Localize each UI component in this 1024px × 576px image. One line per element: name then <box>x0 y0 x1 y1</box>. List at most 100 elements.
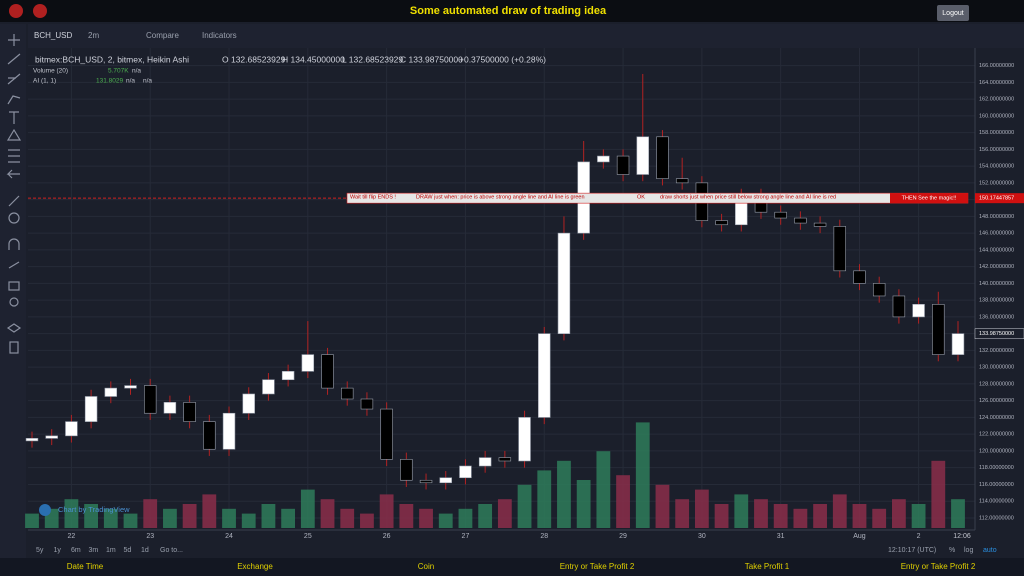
tool-pattern[interactable] <box>6 128 22 141</box>
volume-bar <box>458 508 473 528</box>
watermark[interactable]: Chart by TradingView <box>58 505 130 514</box>
tool-measure[interactable] <box>8 149 20 163</box>
candle-body <box>419 479 433 484</box>
volume-value: 5.707K <box>108 68 129 75</box>
volume-bar <box>576 480 591 528</box>
volume-na: n/a <box>132 68 141 75</box>
legend-change: +0.37500000 (+0.28%) <box>459 54 546 64</box>
interval[interactable]: 2m <box>88 31 99 40</box>
volume-bar <box>655 484 670 528</box>
candle-body <box>932 304 945 355</box>
annotation-short: draw shorts just when price still below … <box>660 194 836 200</box>
tool-layers[interactable] <box>6 323 22 333</box>
candle-body <box>262 379 275 395</box>
candle-body <box>498 457 512 462</box>
y-tick-label: 164.00000000 <box>979 80 1014 86</box>
footer-label: Coin <box>418 562 434 571</box>
tool-trash[interactable] <box>9 341 19 354</box>
tool-ruler[interactable] <box>8 195 20 207</box>
logout-button[interactable] <box>937 5 969 21</box>
range-button[interactable]: 1y <box>54 547 62 554</box>
volume-bar <box>773 504 788 528</box>
goto[interactable]: Go to... <box>160 547 183 554</box>
x-tick-label: 30 <box>698 533 706 540</box>
volume-bar <box>202 494 217 528</box>
legend-symbol: bitmex:BCH_USD, 2, bitmex, Heikin Ashi <box>35 54 189 64</box>
logout-label[interactable]: Logout <box>942 10 963 17</box>
auto-toggle[interactable]: auto <box>983 547 997 554</box>
candle-body <box>675 178 689 184</box>
tool-pen[interactable] <box>7 95 21 105</box>
volume-bar <box>813 504 827 528</box>
candle-body <box>321 354 334 389</box>
range-button[interactable]: 5y <box>36 547 44 554</box>
tool-magnet[interactable] <box>8 238 20 250</box>
x-tick-label: 23 <box>146 533 154 540</box>
candle-body <box>656 136 669 179</box>
candle-body <box>518 417 531 462</box>
log-toggle[interactable]: log <box>964 547 973 554</box>
range-button[interactable]: 1d <box>141 547 149 554</box>
indicators[interactable]: Indicators <box>202 31 237 40</box>
candle-body <box>84 396 98 422</box>
range-button[interactable]: 6m <box>71 547 81 554</box>
footer-label: Take Profit 1 <box>745 562 790 571</box>
ai-value: 131.8029 <box>96 78 123 85</box>
y-tick-label: 154.00000000 <box>979 164 1014 170</box>
logo <box>9 4 23 18</box>
volume-bar <box>143 499 158 528</box>
range-button[interactable]: 5d <box>124 547 132 554</box>
x-tick-label: 29 <box>619 533 627 540</box>
candle-body <box>301 354 315 372</box>
volume-bar <box>951 499 965 528</box>
legend-open: O 132.68523929 <box>222 54 286 64</box>
volume-bar <box>241 513 256 528</box>
tool-cross[interactable] <box>8 34 20 46</box>
volume-bar <box>360 513 374 528</box>
footer-bar <box>28 558 1024 576</box>
tool-zoom[interactable] <box>8 212 20 224</box>
candle-body <box>616 155 630 175</box>
x-tick-label: 26 <box>383 533 391 540</box>
volume-bar <box>478 504 493 528</box>
candle-body <box>203 421 216 450</box>
candle-body <box>557 232 571 334</box>
volume-bar <box>25 513 39 528</box>
y-tick-label: 160.00000000 <box>979 113 1014 119</box>
percent-toggle[interactable]: % <box>949 547 955 554</box>
volume-bar <box>497 499 512 528</box>
tool-back[interactable] <box>6 169 20 179</box>
last-price-box <box>974 328 1024 340</box>
candle-body <box>183 402 196 422</box>
y-tick-label: 152.00000000 <box>979 180 1014 186</box>
x-tick-label: 2 <box>917 533 921 540</box>
range-button[interactable]: 1m <box>106 547 116 554</box>
volume-bar <box>675 499 690 528</box>
tool-line[interactable] <box>7 53 21 65</box>
tool-lock[interactable] <box>8 281 20 291</box>
tool-eye[interactable] <box>9 297 19 307</box>
y-tick-label: 146.00000000 <box>979 231 1014 237</box>
tool-text[interactable] <box>9 111 19 124</box>
symbol[interactable]: BCH_USD <box>34 31 72 40</box>
footer-label: Date Time <box>67 562 104 571</box>
volume-bar <box>123 513 138 528</box>
tool-fib[interactable] <box>7 73 21 85</box>
volume-bar <box>103 508 118 528</box>
compare[interactable]: Compare <box>146 31 179 40</box>
tool-draw[interactable] <box>8 261 20 269</box>
x-tick-label: Aug <box>853 533 866 540</box>
x-tick-label: 25 <box>304 533 312 540</box>
range-button[interactable]: 3m <box>89 547 99 554</box>
y-tick-label: 128.00000000 <box>979 381 1014 387</box>
candle-body <box>478 457 492 467</box>
logo <box>33 4 47 18</box>
legend-close: C 133.98750000 <box>400 54 463 64</box>
annotation-magic-box <box>890 193 968 204</box>
candle-body <box>833 226 846 272</box>
volume-bar <box>714 504 729 528</box>
candle-body <box>597 155 610 163</box>
candle-body <box>45 435 58 439</box>
volume-bar <box>163 508 177 528</box>
